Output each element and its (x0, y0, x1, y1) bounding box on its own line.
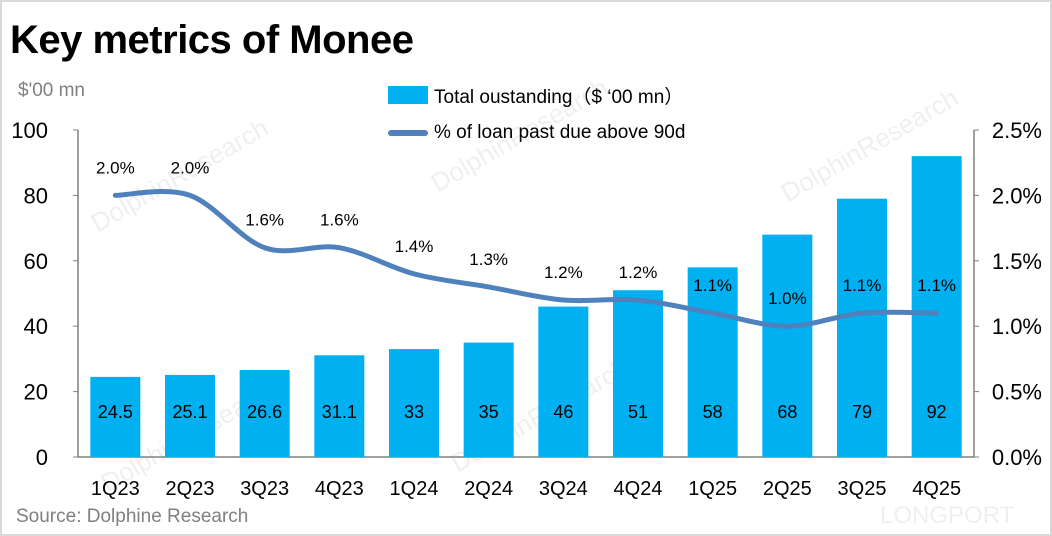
x-tick-label: 1Q25 (688, 478, 737, 500)
x-tick-label: 4Q24 (614, 478, 663, 500)
left-tick-label: 80 (24, 183, 48, 208)
x-tick-label: 4Q23 (315, 478, 364, 500)
left-tick-label: 40 (24, 314, 48, 339)
bar (613, 290, 663, 457)
right-tick-label: 2.0% (992, 183, 1042, 208)
longport-logo: LONGPORT (880, 502, 1015, 529)
bar (538, 306, 589, 457)
line-data-label: 1.1% (693, 276, 732, 295)
left-tick-label: 100 (11, 118, 48, 143)
legend-item-bar: Total oustanding（$ ‘00 mn） (388, 76, 685, 114)
right-tick-label: 2.5% (992, 118, 1042, 143)
legend-label: Total oustanding（$ ‘00 mn） (434, 86, 684, 108)
bar-data-label: 68 (777, 402, 797, 422)
legend-swatch-bar (388, 86, 428, 104)
bar (314, 355, 365, 457)
x-tick-label: 1Q24 (390, 478, 439, 500)
left-tick-label: 0 (36, 445, 48, 470)
legend-swatch-line (388, 130, 428, 136)
bar-data-label: 79 (852, 402, 872, 422)
line-data-label: 1.1% (843, 276, 882, 295)
x-tick-label: 3Q23 (240, 478, 289, 500)
left-tick-label: 60 (24, 249, 48, 274)
line-data-label: 1.0% (768, 289, 807, 308)
bar-data-label: 51 (628, 402, 648, 422)
bar-data-label: 24.5 (98, 402, 133, 422)
line-data-label: 1.1% (917, 276, 956, 295)
right-tick-label: 0.0% (992, 445, 1042, 470)
line-data-label: 2.0% (96, 158, 135, 177)
legend-label: % of loan past due above 90d (434, 122, 686, 143)
x-tick-label: 3Q24 (539, 478, 588, 500)
x-tick-label: 4Q25 (912, 478, 961, 500)
x-tick-label: 2Q24 (464, 478, 513, 500)
bar (165, 374, 215, 457)
bar-data-label: 25.1 (172, 402, 207, 422)
bar (762, 234, 813, 457)
right-tick-label: 0.5% (992, 380, 1042, 405)
bar (239, 370, 290, 457)
line-data-label: 1.4% (395, 237, 434, 256)
source-note: Source: Dolphine Research (16, 506, 249, 527)
bar (90, 376, 141, 457)
line-data-label: 1.3% (469, 250, 508, 269)
x-tick-label: 1Q23 (91, 478, 140, 500)
right-tick-label: 1.5% (992, 249, 1042, 274)
right-tick-label: 1.0% (992, 314, 1042, 339)
bar-data-label: 46 (553, 402, 573, 422)
bar-data-label: 26.6 (247, 402, 282, 422)
bar-data-label: 58 (703, 402, 723, 422)
line-series (112, 189, 940, 329)
legend-item-line: % of loan past due above 90d (388, 114, 685, 152)
line-data-label: 1.2% (544, 263, 583, 282)
chart-title: Key metrics of Monee (10, 18, 414, 62)
line-data-label: 1.6% (245, 211, 284, 230)
bar (911, 156, 962, 457)
left-tick-label: 20 (24, 380, 48, 405)
line-data-label: 1.2% (619, 263, 658, 282)
x-tick-label: 2Q23 (166, 478, 215, 500)
left-axis-unit: $'00 mn (18, 80, 86, 101)
bar-data-label: 35 (479, 402, 499, 422)
bar-data-label: 92 (927, 402, 947, 422)
bar (837, 198, 887, 458)
bar (389, 349, 439, 457)
x-tick-label: 3Q25 (838, 478, 887, 500)
line-data-label: 2.0% (171, 158, 210, 177)
legend: Total oustanding（$ ‘00 mn） % of loan pas… (388, 76, 685, 152)
bar-data-label: 31.1 (322, 402, 357, 422)
bar (463, 342, 514, 457)
x-tick-label: 2Q25 (763, 478, 812, 500)
line-data-label: 1.6% (320, 211, 359, 230)
bar (687, 267, 738, 457)
bar-data-label: 33 (404, 402, 424, 422)
